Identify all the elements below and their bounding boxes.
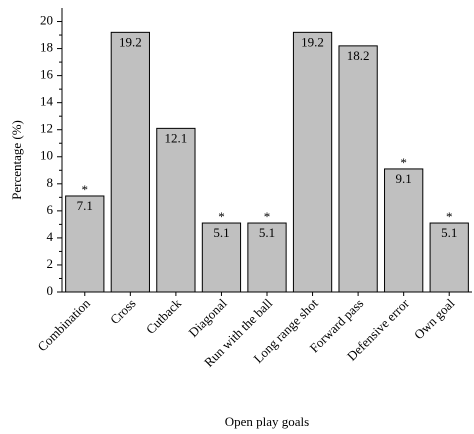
y-tick-label: 0 [47,283,54,298]
significance-marker: * [218,209,225,224]
bar [292,31,333,293]
value-label: 18.2 [347,48,370,63]
bar [338,45,378,293]
significance-marker: * [400,155,407,170]
y-tick-label: 4 [47,229,54,244]
y-tick-label: 6 [47,202,54,217]
y-axis-title: Percentage (%) [9,120,24,200]
x-tick-label: Cutback [143,295,185,337]
y-tick-label: 10 [40,148,53,163]
y-tick-label: 8 [47,175,54,190]
x-tick-label: Combination [34,295,93,354]
significance-marker: * [264,209,271,224]
value-label: 9.1 [396,171,412,186]
bar [201,222,242,293]
bar [429,222,469,293]
value-label: 5.1 [259,225,275,240]
y-tick-label: 16 [40,67,54,82]
y-tick-label: 2 [47,256,54,271]
bar [156,127,196,293]
bar [384,168,424,293]
bar [110,31,150,293]
significance-marker: * [446,209,453,224]
bar [65,195,105,293]
value-label: 19.2 [119,34,142,49]
y-tick-label: 18 [40,40,53,55]
x-axis-title: Open play goals [225,414,309,429]
significance-marker: * [82,182,89,197]
value-label: 7.1 [77,198,93,213]
x-tick-label: Own goal [411,295,458,342]
value-label: 5.1 [213,225,229,240]
y-tick-label: 14 [40,94,54,109]
value-label: 12.1 [165,130,188,145]
y-tick-label: 20 [40,13,53,28]
x-tick-label: Diagonal [185,295,230,340]
value-label: 19.2 [301,34,324,49]
value-label: 5.1 [441,225,457,240]
y-tick-label: 12 [40,121,53,136]
x-tick-label: Cross [107,296,139,328]
